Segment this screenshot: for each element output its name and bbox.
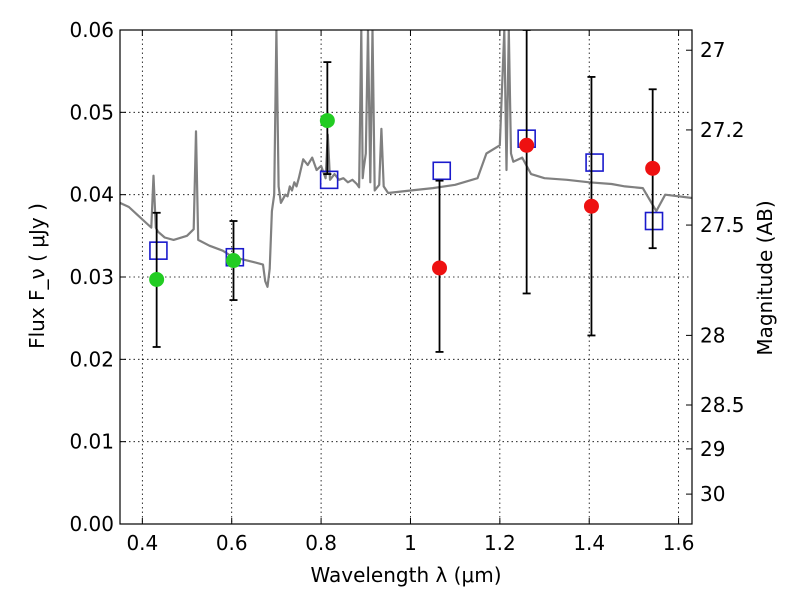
photometry-point (226, 253, 242, 269)
y2-tick-label: 27 (700, 38, 725, 62)
x-tick-label: 1.6 (663, 531, 695, 555)
y2-tick-label: 27.5 (700, 213, 745, 237)
model-square-point (644, 211, 664, 231)
x-tick-label: 1 (404, 531, 417, 555)
plot-area (120, 30, 692, 353)
y2-tick-label: 28 (700, 323, 725, 347)
y-tick-label: 0.06 (69, 18, 114, 42)
y2-tick-label: 28.5 (700, 393, 745, 417)
y2-tick-label: 29 (700, 437, 725, 461)
photometry-point (432, 260, 448, 276)
photometry-point (519, 137, 535, 153)
y2-tick-label: 27.2 (700, 118, 745, 142)
y-tick-label: 0.02 (69, 347, 114, 371)
y-tick-label: 0.03 (69, 265, 114, 289)
x-axis-label: Wavelength λ (μm) (310, 563, 501, 587)
spectrum-line (120, 30, 692, 288)
y-tick-label: 0.04 (69, 183, 114, 207)
ticks: 0.4 0.6 0.8 1 1.2 1.4 1.6 0.00 0.01 0.02 0.03 0.04 0… (69, 18, 744, 555)
photometry-point (149, 271, 165, 287)
x-tick-label: 1.4 (573, 531, 605, 555)
x-tick-label: 0.4 (126, 531, 158, 555)
x-tick-label: 1.2 (484, 531, 516, 555)
x-tick-label: 0.8 (305, 531, 337, 555)
x-tick-label: 0.6 (216, 531, 248, 555)
photometry-point (319, 113, 335, 129)
series-group (120, 30, 692, 353)
y-tick-label: 0.01 (69, 430, 114, 454)
y2-tick-label: 30 (700, 482, 725, 506)
model-square-point (149, 241, 168, 260)
y2-axis-label: Magnitude (AB) (753, 200, 777, 355)
model-square-point (432, 161, 452, 181)
photometry-point (583, 198, 599, 214)
y-tick-label: 0.00 (69, 512, 114, 536)
y-axis-label: Flux F_ν ( μJy ) (25, 203, 49, 349)
model-square-point (319, 170, 339, 190)
photometry-point (645, 160, 661, 176)
model-square-point (585, 153, 604, 172)
y-tick-label: 0.05 (69, 100, 114, 124)
